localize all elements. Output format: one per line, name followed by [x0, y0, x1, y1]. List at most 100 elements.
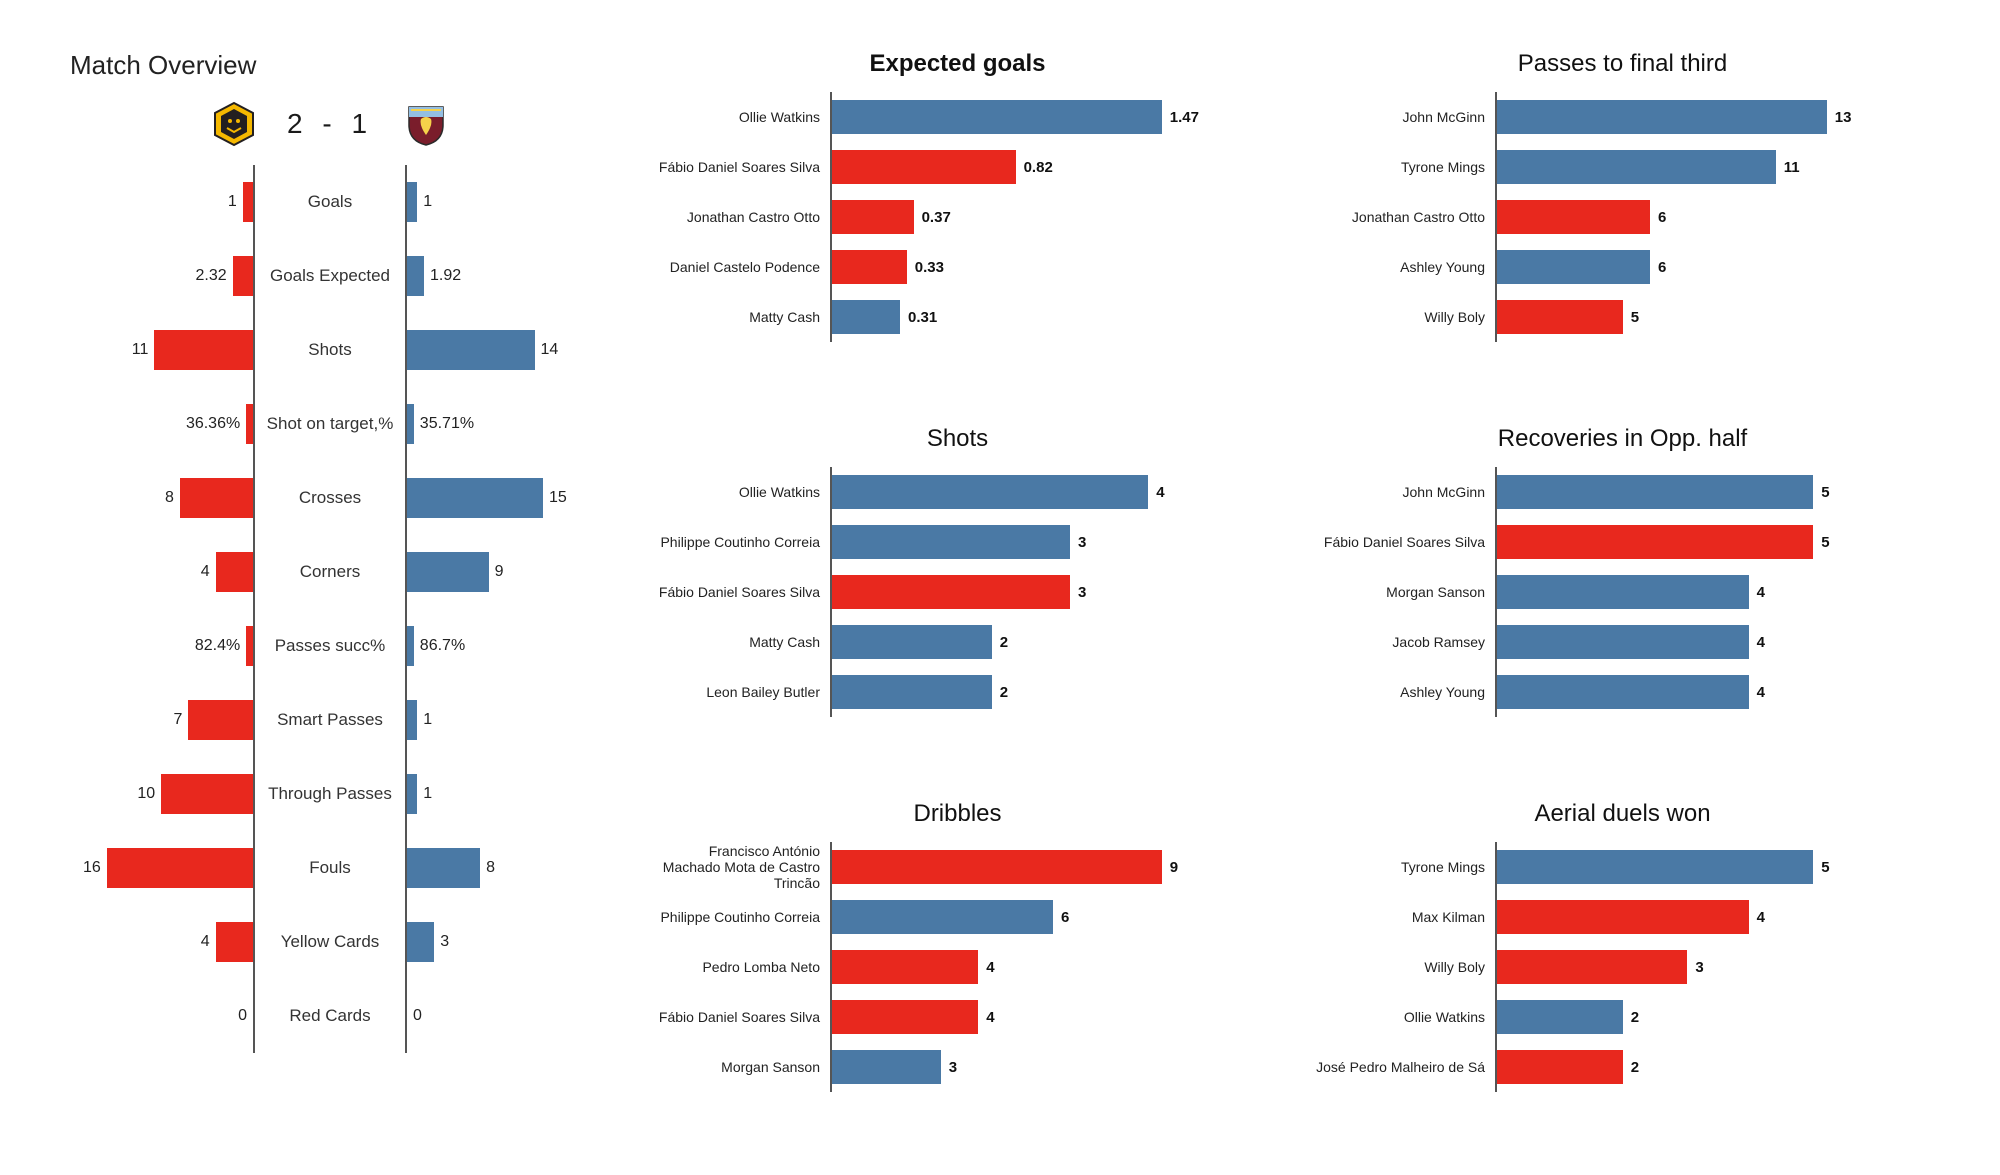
stat-home-side: 11 — [70, 313, 255, 387]
stat-home-value: 82.4% — [189, 637, 246, 655]
player-chart: Passes to final third John McGinn 13 Tyrone… — [1315, 50, 1930, 395]
stat-away-bar — [407, 182, 417, 222]
chart-title: Recoveries in Opp. half — [1315, 425, 1930, 453]
stat-home-value: 0 — [232, 1007, 253, 1025]
stat-home-side: 10 — [70, 757, 255, 831]
chart-track: 3 — [830, 1042, 1265, 1092]
chart-bar — [1497, 150, 1776, 184]
stat-away-value: 1 — [417, 785, 438, 803]
stat-away-bar — [407, 330, 535, 370]
chart-title: Passes to final third — [1315, 50, 1930, 78]
stat-away-side: 15 — [405, 461, 590, 535]
player-label: Morgan Sanson — [1315, 584, 1495, 600]
stat-home-value: 1 — [222, 193, 243, 211]
chart-bar — [832, 900, 1053, 934]
stat-home-side: 4 — [70, 905, 255, 979]
chart-value: 0.31 — [900, 309, 937, 326]
stat-away-value: 35.71% — [414, 415, 480, 433]
chart-row: Daniel Castelo Podence0.33 — [650, 242, 1265, 292]
chart-row: Matty Cash 0.31 — [650, 292, 1265, 342]
stat-away-side: 86.7% — [405, 609, 590, 683]
stat-label: Goals — [255, 192, 405, 212]
chart-row: Morgan Sanson3 — [650, 1042, 1265, 1092]
chart-bar — [832, 525, 1070, 559]
chart-value: 2 — [992, 684, 1008, 701]
chart-value: 3 — [1687, 959, 1703, 976]
chart-row: John McGinn5 — [1315, 467, 1930, 517]
player-label: Fábio Daniel Soares Silva — [650, 159, 830, 175]
stat-home-bar — [154, 330, 253, 370]
chart-row: Ollie Watkins4 — [650, 467, 1265, 517]
chart-value: 4 — [978, 959, 994, 976]
chart-value: 4 — [1148, 484, 1164, 501]
stat-label: Goals Expected — [255, 266, 405, 286]
stat-home-bar — [161, 774, 253, 814]
stat-home-side: 2.32 — [70, 239, 255, 313]
stat-label: Fouls — [255, 858, 405, 878]
stat-label: Through Passes — [255, 784, 405, 804]
chart-track: 2 — [1495, 992, 1930, 1042]
chart-bar — [1497, 100, 1827, 134]
stat-home-value: 4 — [195, 933, 216, 951]
chart-bar — [1497, 525, 1813, 559]
chart-value: 4 — [978, 1009, 994, 1026]
chart-track: 6 — [1495, 192, 1930, 242]
chart-bar — [832, 300, 900, 334]
stat-home-bar — [233, 256, 253, 296]
chart-row: Pedro Lomba Neto4 — [650, 942, 1265, 992]
chart-bar — [1497, 900, 1749, 934]
stat-row: 82.4%Passes succ%86.7% — [70, 609, 590, 683]
player-label: John McGinn — [1315, 109, 1495, 125]
stat-away-side: 35.71% — [405, 387, 590, 461]
chart-bar — [1497, 475, 1813, 509]
chart-bar — [1497, 200, 1650, 234]
chart-row: Tyrone Mings5 — [1315, 842, 1930, 892]
chart-value: 9 — [1162, 859, 1178, 876]
stat-away-side: 8 — [405, 831, 590, 905]
player-chart: Recoveries in Opp. halfJohn McGinn5Fábio… — [1315, 425, 1930, 770]
chart-row: Tyrone Mings11 — [1315, 142, 1930, 192]
player-chart: DribblesFrancisco António Machado Mota d… — [650, 800, 1265, 1145]
chart-track: 2 — [830, 667, 1265, 717]
stat-away-value: 1 — [417, 711, 438, 729]
player-label: Fábio Daniel Soares Silva — [650, 1009, 830, 1025]
chart-track: 0.37 — [830, 192, 1265, 242]
player-label: Philippe Coutinho Correia — [650, 909, 830, 925]
player-label: Matty Cash — [650, 309, 830, 325]
chart-value: 5 — [1813, 534, 1829, 551]
player-label: Fábio Daniel Soares Silva — [650, 584, 830, 600]
stat-away-bar — [407, 774, 417, 814]
chart-track: 5 — [1495, 517, 1930, 567]
chart-row: Fábio Daniel Soares Silva 4 — [650, 992, 1265, 1042]
chart-bar — [1497, 250, 1650, 284]
chart-row: Fábio Daniel Soares Silva3 — [650, 567, 1265, 617]
chart-bar — [832, 250, 907, 284]
stat-home-bar — [216, 552, 253, 592]
chart-bar — [832, 575, 1070, 609]
player-label: Matty Cash — [650, 634, 830, 650]
chart-track: 4 — [830, 467, 1265, 517]
stat-away-value: 1 — [417, 193, 438, 211]
chart-bar — [832, 475, 1148, 509]
chart-title: Aerial duels won — [1315, 800, 1930, 828]
stat-home-value: 10 — [131, 785, 161, 803]
chart-track: 3 — [830, 517, 1265, 567]
chart-track: 0.33 — [830, 242, 1265, 292]
chart-value: 6 — [1053, 909, 1069, 926]
stat-home-side: 16 — [70, 831, 255, 905]
chart-track: 9 — [830, 842, 1265, 892]
chart-value: 5 — [1623, 309, 1639, 326]
stat-home-bar — [246, 404, 253, 444]
match-overview-panel: Match Overview 2 - 1 — [70, 50, 590, 1145]
chart-track: 5 — [1495, 292, 1930, 342]
chart-track: 11 — [1495, 142, 1930, 192]
chart-row: Philippe Coutinho Correia 6 — [650, 892, 1265, 942]
player-label: Tyrone Mings — [1315, 159, 1495, 175]
player-label: Tyrone Mings — [1315, 859, 1495, 875]
chart-bar — [1497, 850, 1813, 884]
overview-rows: 1Goals12.32Goals Expected1.9211Shots1436… — [70, 165, 590, 1053]
home-club-badge-icon — [211, 101, 257, 147]
stat-away-value: 86.7% — [414, 637, 471, 655]
chart-value: 13 — [1827, 109, 1852, 126]
chart-track: 3 — [1495, 942, 1930, 992]
